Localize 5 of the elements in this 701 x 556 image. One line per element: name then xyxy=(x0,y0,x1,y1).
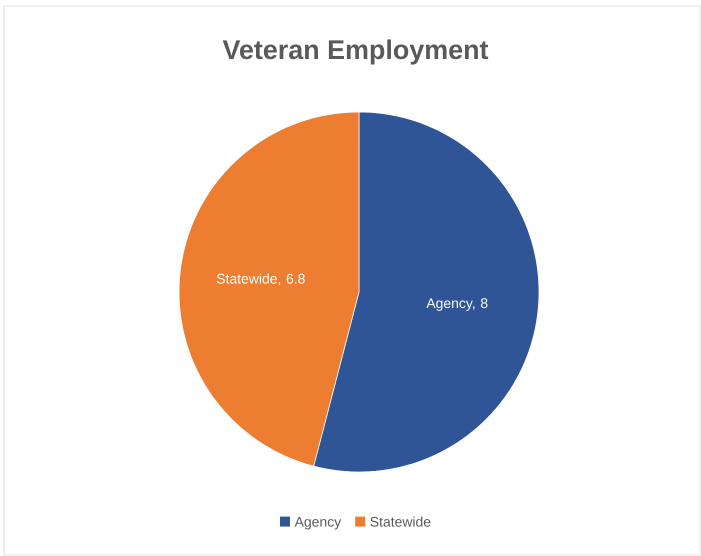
data-label: Statewide, 6.8 xyxy=(216,273,305,286)
legend-label: Statewide xyxy=(370,516,430,527)
legend-label: Agency xyxy=(294,516,342,530)
chart-title: Veteran Employment xyxy=(222,39,488,65)
data-label: Agency, 8 xyxy=(426,298,488,311)
